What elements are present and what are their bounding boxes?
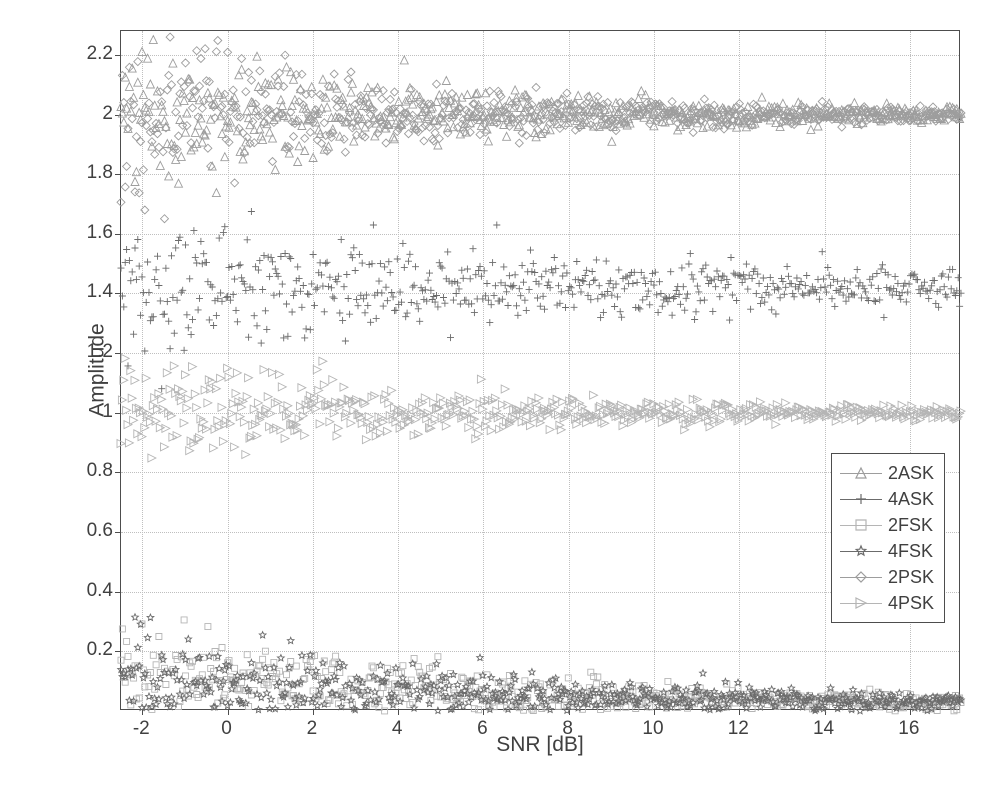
series-4PSK [117, 354, 965, 462]
legend-item: 4ASK [840, 486, 934, 512]
x-tick-label: 16 [898, 718, 919, 740]
y-tick-label: 2.2 [33, 43, 113, 65]
x-tick-label: 2 [307, 718, 318, 740]
legend-item: 4FSK [840, 538, 934, 564]
diamond-icon [840, 567, 882, 587]
y-tick-label: 1 [33, 401, 113, 423]
y-tick-label: 1.8 [33, 162, 113, 184]
legend-label: 2FSK [888, 515, 933, 536]
x-tick-label: 0 [221, 718, 232, 740]
series-4ASK [118, 208, 965, 392]
legend-label: 4FSK [888, 541, 933, 562]
x-tick-label: -2 [133, 718, 150, 740]
legend-item: 2ASK [840, 460, 934, 486]
plot-area: SNR [dB] Amplitude 2ASK4ASK2FSK4FSK2PSK4… [120, 30, 960, 710]
y-tick-label: 1.4 [33, 281, 113, 303]
plus-icon [840, 489, 882, 509]
legend-label: 4ASK [888, 489, 934, 510]
y-tick-label: 1.2 [33, 341, 113, 363]
x-tick-label: 12 [728, 718, 749, 740]
legend: 2ASK 4ASK 2FSK 4FSK 2PSK 4PSK [831, 453, 945, 623]
y-tick-label: 0.2 [33, 639, 113, 661]
star-icon [840, 541, 882, 561]
x-tick-label: 8 [562, 718, 573, 740]
y-tick-label: 2 [33, 103, 113, 125]
series-4FSK [118, 614, 965, 714]
y-tick-label: 0.8 [33, 460, 113, 482]
series-2PSK [117, 33, 965, 223]
legend-item: 4PSK [840, 590, 934, 616]
rtriangle-icon [840, 593, 882, 613]
x-tick-label: 10 [642, 718, 663, 740]
x-tick-label: 6 [477, 718, 488, 740]
square-icon [840, 515, 882, 535]
x-tick-label: 14 [813, 718, 834, 740]
x-tick-label: 4 [392, 718, 403, 740]
y-tick-label: 0.4 [33, 580, 113, 602]
legend-label: 2ASK [888, 463, 934, 484]
chart-container: SNR [dB] Amplitude 2ASK4ASK2FSK4FSK2PSK4… [25, 20, 975, 770]
y-tick-label: 0.6 [33, 520, 113, 542]
y-tick-label: 1.6 [33, 222, 113, 244]
legend-item: 2PSK [840, 564, 934, 590]
legend-item: 2FSK [840, 512, 934, 538]
triangle-icon [840, 463, 882, 483]
legend-label: 4PSK [888, 593, 934, 614]
legend-label: 2PSK [888, 567, 934, 588]
